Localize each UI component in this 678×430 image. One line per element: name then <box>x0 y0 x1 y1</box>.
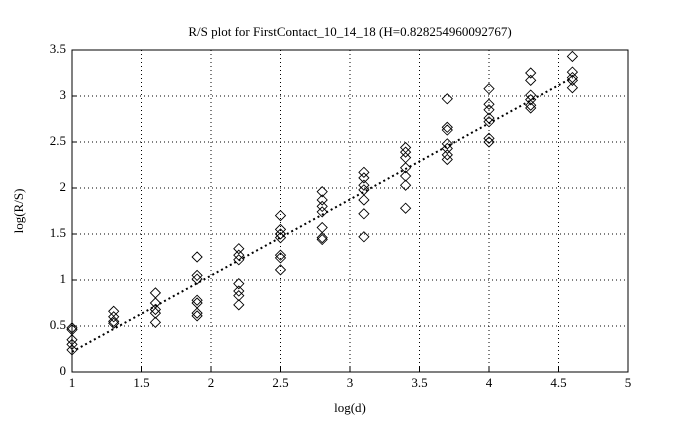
point <box>399 202 412 214</box>
x-tick-label: 2 <box>208 375 215 390</box>
point <box>483 116 495 128</box>
point <box>358 166 370 178</box>
point <box>525 94 537 106</box>
chart-title: R/S plot for FirstContact_10_14_18 (H=0.… <box>188 24 511 39</box>
point <box>108 315 120 328</box>
point <box>316 194 328 206</box>
point <box>233 285 245 297</box>
point <box>316 186 328 198</box>
point <box>108 317 120 329</box>
point <box>441 138 453 150</box>
point <box>66 322 78 334</box>
point <box>274 252 287 264</box>
point <box>441 121 453 133</box>
point <box>483 136 495 148</box>
x-axis-label: log(d) <box>334 400 366 415</box>
point <box>358 194 370 206</box>
point <box>191 251 203 263</box>
point <box>149 307 162 319</box>
point <box>66 338 78 351</box>
x-tick-label: 3.5 <box>411 375 427 390</box>
point <box>233 254 245 266</box>
point <box>358 172 370 184</box>
point <box>483 98 495 110</box>
point <box>525 74 537 86</box>
point <box>191 307 203 319</box>
y-tick-label: 1.5 <box>50 225 66 240</box>
y-tick-label: 0 <box>60 363 67 378</box>
point <box>483 132 495 144</box>
point <box>316 206 328 218</box>
point <box>149 316 162 328</box>
point <box>274 249 287 261</box>
point <box>274 264 287 276</box>
point <box>525 67 537 79</box>
point <box>441 93 453 105</box>
point <box>441 142 453 155</box>
point <box>191 294 203 306</box>
x-tick-label: 4.5 <box>550 375 566 390</box>
point <box>233 243 245 255</box>
x-tick-label: 1 <box>69 375 76 390</box>
point <box>399 162 412 174</box>
x-tick-label: 2.5 <box>272 375 288 390</box>
y-tick-label: 1 <box>60 271 67 286</box>
point <box>316 200 328 213</box>
point <box>233 299 245 311</box>
point <box>441 124 453 136</box>
y-axis-label: log(R/S) <box>11 189 26 234</box>
y-tick-label: 2.5 <box>50 133 66 148</box>
point <box>274 209 287 222</box>
y-tick-label: 2 <box>60 179 67 194</box>
x-tick-label: 1.5 <box>133 375 149 390</box>
point <box>441 153 453 166</box>
x-tick-label: 3 <box>347 375 354 390</box>
point <box>441 149 453 161</box>
point <box>566 66 579 78</box>
point <box>358 231 370 243</box>
fit-line <box>71 76 573 353</box>
point <box>358 208 370 220</box>
point <box>316 232 328 244</box>
point <box>108 311 120 323</box>
point <box>566 74 579 86</box>
point <box>483 83 495 95</box>
x-tick-label: 4 <box>486 375 493 390</box>
point <box>399 146 412 158</box>
x-tick-label: 5 <box>625 375 632 390</box>
y-tick-label: 3 <box>60 87 67 102</box>
point <box>525 99 537 111</box>
point <box>525 102 537 114</box>
point <box>566 50 579 63</box>
point <box>358 179 370 191</box>
y-tick-label: 0.5 <box>50 317 66 332</box>
point <box>399 170 412 182</box>
point <box>316 233 328 246</box>
point <box>191 273 203 285</box>
point <box>566 82 579 94</box>
point <box>191 269 203 282</box>
point <box>483 104 495 116</box>
point <box>233 278 245 290</box>
plot-frame <box>71 49 629 373</box>
y-tick-label: 3.5 <box>50 41 66 56</box>
point <box>233 290 245 302</box>
point <box>66 344 78 356</box>
point <box>191 310 203 322</box>
point <box>274 223 287 236</box>
point <box>274 228 287 240</box>
point <box>399 179 412 191</box>
